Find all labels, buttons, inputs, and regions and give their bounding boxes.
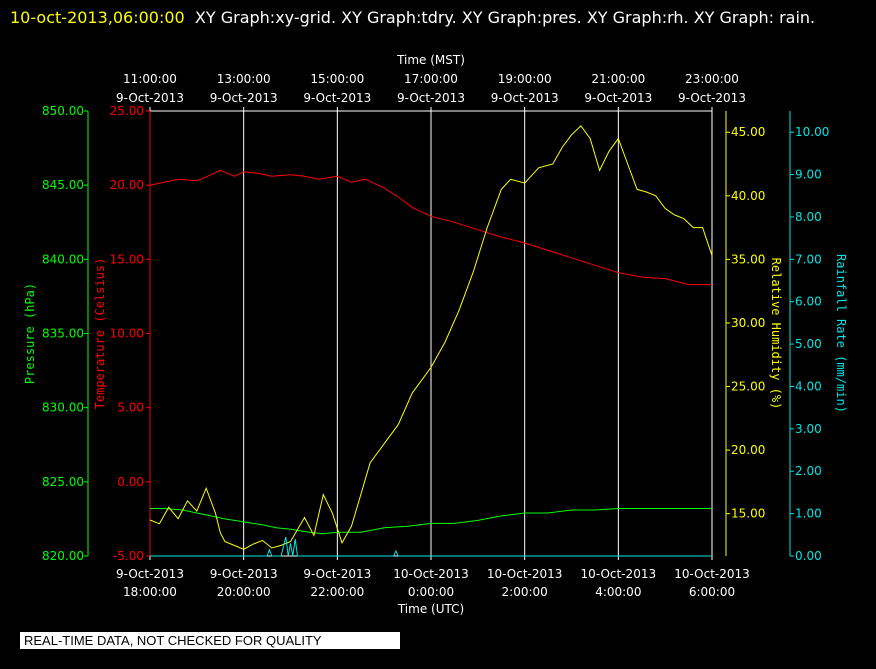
temperature-axis-title: Temperature (Celsius): [93, 258, 107, 410]
bottom-tick-label-date: 9-Oct-2013: [116, 567, 184, 581]
bottom-tick-label-date: 10-Oct-2013: [674, 567, 750, 581]
temperature-tick-label: 5.00: [117, 401, 144, 415]
axes: 11:00:00 9-Oct-2013 9-Oct-2013 18:00:00 13:0…: [23, 53, 848, 616]
bottom-tick-label-time: 4:00:00: [595, 585, 641, 599]
bottom-tick-label-time: 0:00:00: [408, 585, 454, 599]
bottom-tick-label-time: 22:00:00: [310, 585, 364, 599]
bottom-tick-label-date: 10-Oct-2013: [393, 567, 469, 581]
title-datetime: 10-oct-2013,06:00:00: [10, 8, 185, 27]
temperature-tick-label: 0.00: [117, 475, 144, 489]
rain-tick-label: 3.00: [795, 422, 822, 436]
bottom-tick-label-date: 10-Oct-2013: [581, 567, 657, 581]
top-tick-label-date: 9-Oct-2013: [303, 91, 371, 105]
pressure-tick-label: 850.00: [42, 104, 84, 118]
humidity-tick-label: 45.00: [731, 125, 765, 139]
bottom-axis-title: Time (UTC): [397, 602, 464, 616]
pressure-axis-title: Pressure (hPa): [23, 283, 37, 384]
pressure-tick-label: 830.00: [42, 401, 84, 415]
rain-tick-label: 9.00: [795, 168, 822, 182]
bottom-tick-label-date: 9-Oct-2013: [210, 567, 278, 581]
quality-disclaimer: REAL-TIME DATA, NOT CHECKED FOR QUALITY: [20, 632, 400, 649]
rain-tick-label: 2.00: [795, 464, 822, 478]
rain-tick-label: 1.00: [795, 507, 822, 521]
humidity-tick-label: 30.00: [731, 316, 765, 330]
temperature-tick-label: 10.00: [110, 327, 144, 341]
top-tick-label-time: 15:00:00: [310, 72, 364, 86]
rain-tick-label: 7.00: [795, 252, 822, 266]
rain-tick-label: 6.00: [795, 295, 822, 309]
humidity-tick-label: 20.00: [731, 443, 765, 457]
rain-tick-label: 0.00: [795, 549, 822, 563]
series-rain: [150, 536, 712, 557]
rain-tick-label: 10.00: [795, 125, 829, 139]
rain-tick-label: 4.00: [795, 379, 822, 393]
series-rh: [149, 125, 713, 550]
rain-axis-title: Rainfall Rate (mm/min): [834, 254, 848, 413]
bottom-tick-label-date: 9-Oct-2013: [303, 567, 371, 581]
temperature-tick-label: 15.00: [110, 252, 144, 266]
bottom-tick-label-date: 10-Oct-2013: [487, 567, 563, 581]
title-text: XY Graph:xy-grid. XY Graph:tdry. XY Grap…: [194, 8, 816, 27]
top-tick-label-date: 9-Oct-2013: [397, 91, 465, 105]
rain-tick-label: 5.00: [795, 337, 822, 351]
temperature-tick-label: 20.00: [110, 178, 144, 192]
humidity-tick-label: 25.00: [731, 380, 765, 394]
top-tick-label-time: 11:00:00: [123, 72, 177, 86]
humidity-tick-label: 15.00: [731, 507, 765, 521]
top-tick-label-date: 9-Oct-2013: [491, 91, 559, 105]
top-tick-label-date: 9-Oct-2013: [116, 91, 184, 105]
series-lines: [149, 125, 713, 557]
top-tick-label-time: 17:00:00: [404, 72, 458, 86]
top-tick-label-time: 21:00:00: [591, 72, 645, 86]
top-tick-label-time: 19:00:00: [498, 72, 552, 86]
chart-title: 10-oct-2013,06:00:00 XY Graph:xy-grid. X…: [10, 4, 870, 31]
top-tick-label-date: 9-Oct-2013: [210, 91, 278, 105]
humidity-tick-label: 40.00: [731, 189, 765, 203]
top-axis-title: Time (MST): [396, 53, 465, 67]
top-tick-label-time: 23:00:00: [685, 72, 739, 86]
temperature-tick-label: 25.00: [110, 104, 144, 118]
pressure-tick-label: 840.00: [42, 252, 84, 266]
humidity-tick-label: 35.00: [731, 252, 765, 266]
series-tdry: [149, 169, 712, 286]
grid-lines: [149, 110, 713, 557]
pressure-tick-label: 845.00: [42, 178, 84, 192]
bottom-tick-label-time: 18:00:00: [123, 585, 177, 599]
bottom-tick-label-time: 20:00:00: [217, 585, 271, 599]
pressure-tick-label: 835.00: [42, 327, 84, 341]
bottom-tick-label-time: 2:00:00: [502, 585, 548, 599]
pressure-tick-label: 820.00: [42, 549, 84, 563]
top-tick-label-time: 13:00:00: [217, 72, 271, 86]
humidity-axis-title: Relative Humidity (%): [769, 258, 783, 410]
rain-tick-label: 8.00: [795, 210, 822, 224]
top-tick-label-date: 9-Oct-2013: [584, 91, 652, 105]
top-tick-label-date: 9-Oct-2013: [678, 91, 746, 105]
series-pres: [150, 508, 712, 535]
pressure-tick-label: 825.00: [42, 475, 84, 489]
temperature-tick-label: -5.00: [113, 549, 144, 563]
bottom-tick-label-time: 6:00:00: [689, 585, 735, 599]
